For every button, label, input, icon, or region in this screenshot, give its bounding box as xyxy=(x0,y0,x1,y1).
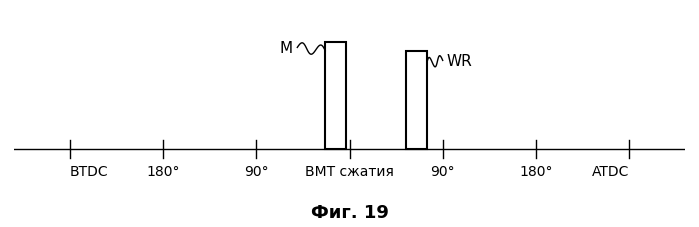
Text: ВМТ сжатия: ВМТ сжатия xyxy=(305,165,394,178)
Text: Фиг. 19: Фиг. 19 xyxy=(310,203,389,221)
Text: 90°: 90° xyxy=(244,165,268,178)
Text: M: M xyxy=(280,41,293,56)
Bar xyxy=(406,52,427,149)
Text: 180°: 180° xyxy=(146,165,180,178)
Text: 90°: 90° xyxy=(431,165,455,178)
Text: 180°: 180° xyxy=(519,165,553,178)
Text: ATDC: ATDC xyxy=(592,165,629,178)
Text: WR: WR xyxy=(447,54,473,69)
Bar xyxy=(325,43,346,149)
Text: BTDC: BTDC xyxy=(70,165,108,178)
